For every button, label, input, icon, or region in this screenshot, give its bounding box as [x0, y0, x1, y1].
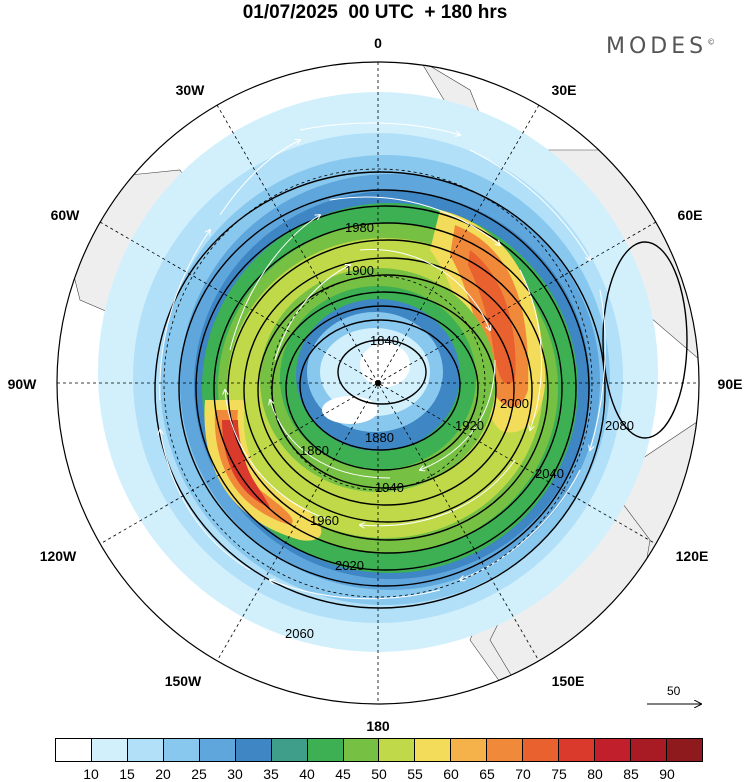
contour-label: 2040: [535, 466, 564, 481]
colorbar-tick-label: 65: [479, 766, 495, 782]
contour-label: 1880: [365, 430, 394, 445]
colorbar-swatch: [666, 739, 702, 761]
colorbar-tick-label: 70: [515, 766, 531, 782]
colorbar-swatch: [451, 739, 488, 761]
contour-label: 1840: [370, 333, 399, 348]
colorbar-tick-label: 30: [227, 766, 243, 782]
wind-speed-shading: [98, 92, 658, 652]
colorbar-swatch: [595, 739, 631, 761]
colorbar-swatch: [91, 739, 128, 761]
colorbar-swatch: [127, 739, 164, 761]
brand-name: MODES: [606, 34, 708, 59]
colorbar-swatch: [343, 739, 380, 761]
colorbar-labels: 10 15 20 25 30 35 40 45 50 55 60 65 70 75 80 85 90: [55, 766, 703, 782]
colorbar-tick-label: 40: [299, 766, 315, 782]
longitude-label: 150E: [552, 673, 585, 689]
contour-label: 2020: [335, 558, 364, 573]
colorbar-swatch: [559, 739, 596, 761]
longitude-label: 60E: [678, 207, 703, 223]
contour-label: 1860: [300, 443, 329, 458]
contour-label: 1940: [375, 480, 404, 495]
colorbar-tick-label: 80: [587, 766, 603, 782]
longitude-label: 60W: [51, 207, 81, 223]
longitude-label: 0: [374, 35, 382, 51]
colorbar-swatch: [163, 739, 200, 761]
colorbar-tick-label: 20: [155, 766, 171, 782]
colorbar-tick-label: 50: [371, 766, 387, 782]
reference-vector-label: 50: [667, 684, 681, 698]
colorbar-swatch: [235, 739, 272, 761]
contour-label: 1980: [345, 220, 374, 235]
colorbar-tick-label: 35: [263, 766, 279, 782]
colorbar-tick-label: 55: [407, 766, 423, 782]
contour-label: 1900: [345, 263, 374, 278]
contour-label: 2080: [605, 418, 634, 433]
colorbar-swatch: [199, 739, 236, 761]
colorbar: [55, 738, 703, 762]
colorbar-swatch: [307, 739, 344, 761]
map-border: [56, 61, 700, 705]
contour-labels: 1840 1860 1880 1900 1920 1940 1960 1980 …: [285, 220, 634, 641]
longitude-label: 120E: [676, 548, 709, 564]
colorbar-swatch: [523, 739, 560, 761]
colorbar-swatch: [631, 739, 667, 761]
map-title: 01/07/2025 00 UTC + 180 hrs: [242, 2, 508, 23]
colorbar-tick-label: 25: [191, 766, 207, 782]
brand-logo: MODES©: [606, 34, 715, 59]
contour-label: 1920: [455, 418, 484, 433]
longitude-label: 30W: [176, 82, 206, 98]
colorbar-swatch: [56, 739, 92, 761]
colorbar-tick-label: 15: [119, 766, 135, 782]
colorbar-swatch: [271, 739, 308, 761]
colorbar-swatch: [415, 739, 452, 761]
longitude-labels: 0 30E 60E 90E 120E 150E 180 150W 120W 90…: [8, 35, 743, 734]
colorbar-tick-label: 75: [551, 766, 567, 782]
longitude-label: 150W: [165, 673, 202, 689]
height-contours: [154, 171, 688, 609]
longitude-label: 90E: [718, 376, 743, 392]
longitude-label: 120W: [40, 548, 77, 564]
graticule: [57, 62, 699, 704]
colorbar-tick-label: 10: [83, 766, 99, 782]
colorbar-tick-label: 85: [623, 766, 639, 782]
longitude-label: 30E: [552, 82, 577, 98]
polar-map: 1840 1860 1880 1900 1920 1940 1960 1980 …: [8, 35, 743, 734]
colorbar-swatch: [379, 739, 416, 761]
reference-vector-arrow: [647, 682, 705, 712]
contour-label: 2000: [500, 396, 529, 411]
contour-label: 1960: [310, 513, 339, 528]
contour-label: 2060: [285, 626, 314, 641]
longitude-label: 90W: [8, 376, 38, 392]
colorbar-tick-label: 90: [659, 766, 675, 782]
colorbar-swatch: [487, 739, 524, 761]
longitude-label: 180: [366, 718, 390, 734]
colorbar-tick-label: 45: [335, 766, 351, 782]
contour-1840: [337, 339, 427, 405]
brand-mark: ©: [707, 37, 716, 47]
colorbar-tick-label: 60: [443, 766, 459, 782]
pole-marker: [375, 380, 381, 386]
